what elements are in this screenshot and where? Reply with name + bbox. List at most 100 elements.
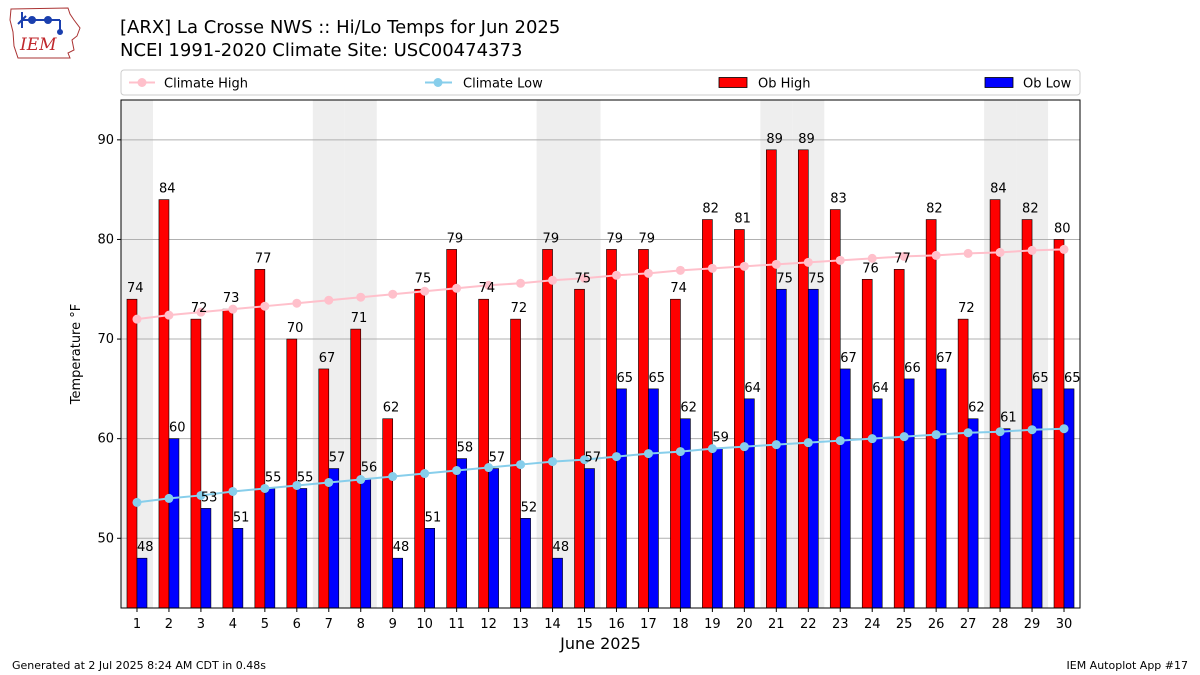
ob-high-value-label: 82 (1022, 202, 1039, 217)
climate-high-point-day-18 (675, 265, 685, 275)
ob-low-bar-day-18 (680, 418, 691, 609)
ob-high-value-label: 75 (575, 271, 592, 286)
footer-generated: Generated at 2 Jul 2025 8:24 AM CDT in 0… (12, 659, 266, 672)
ob-low-bar-day-30 (1063, 388, 1075, 609)
climate-low-point-day-23 (835, 436, 845, 446)
ob-low-value-label: 58 (457, 441, 474, 456)
ob-low-bar-day-28 (999, 428, 1011, 609)
climate-low-point-day-1 (132, 497, 142, 507)
ob-high-bar-day-15 (574, 288, 585, 609)
ob-high-value-label: 84 (990, 182, 1007, 197)
climate-low-point-day-11 (452, 466, 462, 476)
ob-low-bar-day-24 (871, 398, 883, 609)
chart-title: [ARX] La Crosse NWS :: Hi/Lo Temps for J… (120, 17, 561, 38)
climate-high-point-day-27 (963, 248, 973, 258)
shade-day-1 (121, 100, 153, 608)
ob-high-value-label: 79 (638, 231, 655, 246)
x-tick-label: 14 (544, 617, 561, 632)
ob-low-bar-day-2 (168, 438, 180, 609)
ob-high-value-label: 72 (191, 301, 208, 316)
ob-low-value-label: 57 (585, 451, 602, 466)
ob-high-bar-day-2 (158, 199, 170, 609)
ob-high-value-label: 89 (766, 132, 783, 147)
ob-high-bar-day-23 (829, 209, 841, 609)
climate-high-point-day-10 (420, 286, 430, 296)
climate-low-point-day-17 (643, 449, 653, 459)
x-tick-label: 30 (1056, 617, 1073, 632)
ob-high-bar-day-10 (414, 288, 425, 609)
climate-low-point-day-29 (1027, 425, 1037, 435)
x-tick-label: 17 (640, 617, 657, 632)
ob-low-value-label: 55 (297, 470, 314, 485)
ob-high-bar-day-8 (350, 328, 362, 609)
ob-low-value-label: 56 (361, 461, 378, 476)
legend-ob-high-label: Ob High (758, 77, 811, 92)
ob-high-value-label: 79 (543, 231, 560, 246)
climate-high-point-day-7 (324, 295, 334, 305)
x-tick-label: 26 (928, 617, 945, 632)
climate-low-point-day-28 (995, 427, 1005, 437)
ob-high-bar-day-28 (989, 199, 1001, 609)
ob-high-bar-day-12 (478, 298, 489, 609)
climate-low-point-day-22 (803, 438, 813, 448)
climate-high-point-day-15 (580, 273, 590, 283)
climate-high-point-day-12 (484, 280, 494, 290)
ob-high-bar-day-26 (925, 219, 937, 609)
shade-day-29 (1016, 100, 1049, 608)
climate-low-point-day-25 (899, 432, 909, 442)
climate-low-point-day-16 (611, 452, 621, 462)
ob-low-value-label: 51 (233, 510, 250, 525)
ob-low-value-label: 75 (808, 271, 825, 286)
x-tick-label: 29 (1024, 617, 1041, 632)
ob-high-value-label: 80 (1054, 221, 1071, 236)
ob-low-bar-day-27 (967, 418, 979, 609)
climate-low-point-day-4 (228, 486, 238, 496)
climate-high-point-day-30 (1059, 244, 1069, 254)
ob-low-value-label: 48 (553, 540, 570, 555)
ob-low-value-label: 51 (425, 510, 442, 525)
ob-high-bar-day-18 (670, 298, 681, 609)
ob-low-value-label: 66 (904, 361, 921, 376)
x-tick-label: 23 (832, 617, 849, 632)
x-tick-label: 9 (389, 617, 397, 632)
x-tick-label: 24 (864, 617, 881, 632)
legend-ob-low-swatch (984, 77, 1014, 88)
legend-climate-high-marker (137, 78, 147, 87)
ob-high-bar-day-5 (254, 269, 266, 609)
climate-high-point-day-19 (707, 263, 717, 273)
ob-low-bar-day-19 (712, 448, 723, 609)
ob-high-bar-day-6 (286, 338, 298, 609)
ob-low-value-label: 65 (1064, 371, 1081, 386)
ob-high-value-label: 71 (351, 311, 368, 326)
legend: Climate High Climate Low Ob High Ob Low (120, 69, 1081, 96)
bars (126, 149, 1075, 609)
climate-low-point-day-3 (196, 490, 206, 500)
ob-low-bar-day-13 (520, 518, 531, 609)
ob-low-bar-day-3 (200, 508, 212, 609)
climate-low-point-day-14 (548, 457, 558, 467)
climate-low-point-day-15 (580, 455, 590, 465)
weather-station-icon (17, 12, 63, 35)
ob-high-bar-day-9 (382, 418, 394, 609)
legend-climate-low-label: Climate Low (463, 77, 543, 92)
legend-climate-low-marker (433, 78, 443, 87)
ob-low-value-label: 59 (712, 431, 729, 446)
ob-high-value-label: 84 (159, 182, 176, 197)
ob-low-value-label: 57 (489, 451, 506, 466)
ob-low-value-label: 67 (840, 351, 857, 366)
climate-low-point-day-7 (324, 477, 334, 487)
x-tick-label: 4 (229, 617, 237, 632)
ob-high-bar-day-14 (542, 249, 553, 609)
climate-low-point-day-24 (867, 434, 877, 444)
climate-low-point-day-26 (931, 430, 941, 440)
climate-low-point-day-30 (1059, 424, 1069, 434)
climate-high-point-day-13 (516, 278, 526, 288)
ob-high-bar-day-25 (893, 269, 905, 609)
ob-high-value-label: 76 (862, 261, 879, 276)
ob-low-bar-day-11 (456, 458, 467, 609)
climate-low-point-day-21 (771, 440, 781, 450)
x-axis-label: June 2025 (559, 634, 641, 653)
climate-high-point-day-23 (835, 255, 845, 265)
y-tick-label: 60 (97, 432, 114, 447)
shade-day-28 (984, 100, 1017, 608)
